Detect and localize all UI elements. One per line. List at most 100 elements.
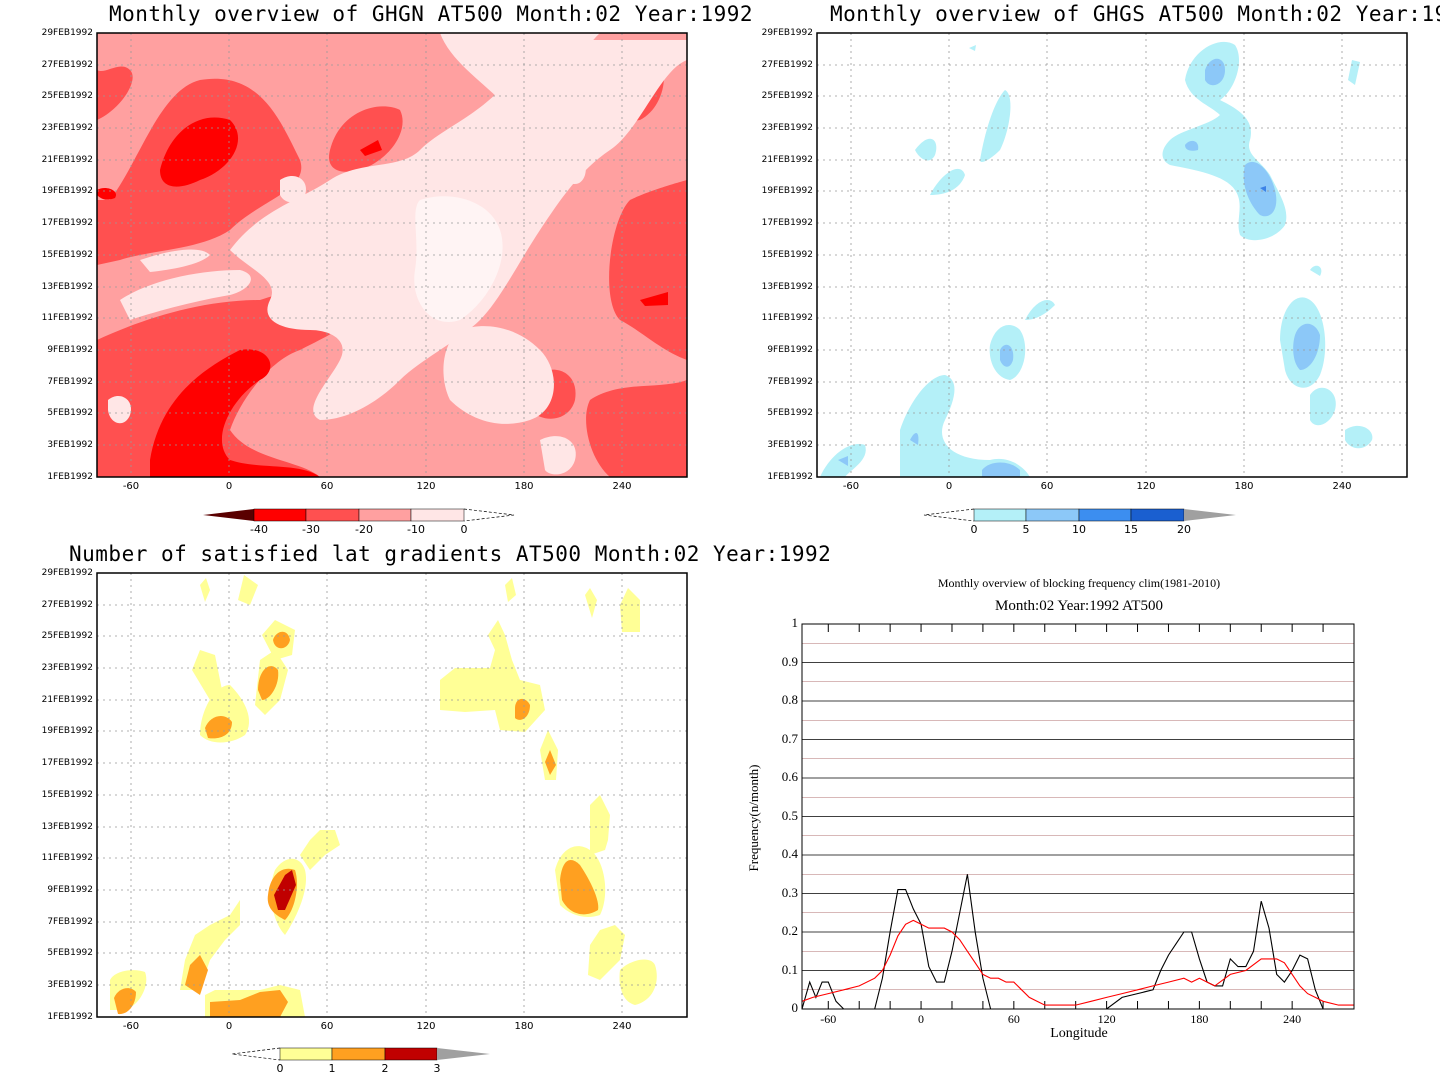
x-tick: -60 xyxy=(122,1021,140,1032)
y-tick: 29FEB1992 xyxy=(761,28,813,38)
x-tick: 240 xyxy=(1332,481,1352,492)
axis-ticks xyxy=(827,624,1324,1009)
y-tick-label: 0.2 xyxy=(781,923,798,938)
y-tick-label: 1 xyxy=(791,615,799,630)
y-tick: 1FEB1992 xyxy=(47,1012,93,1022)
y-tick: 19FEB1992 xyxy=(41,726,93,736)
colorbar-ghgs xyxy=(923,508,1236,522)
x-tick: 0 xyxy=(225,481,233,492)
colorbar-label: 20 xyxy=(1177,523,1191,536)
y-tick: 3FEB1992 xyxy=(47,440,93,450)
y-tick: 19FEB1992 xyxy=(761,186,813,196)
y-tick: 15FEB1992 xyxy=(761,250,813,260)
y-tick: 23FEB1992 xyxy=(41,123,93,133)
gradients-map xyxy=(96,572,688,1061)
x-tick: 180 xyxy=(514,1021,534,1032)
y-tick: 27FEB1992 xyxy=(761,60,813,70)
grid xyxy=(97,33,687,477)
panel-ghgs: Monthly overview of GHGS AT500 Month:02 … xyxy=(720,0,1440,545)
x-tick-label: 180 xyxy=(1190,1012,1209,1026)
ghgs-map xyxy=(816,32,1408,522)
colorbar-label: 5 xyxy=(1022,523,1030,536)
y-tick: 9FEB1992 xyxy=(47,885,93,895)
x-tick: -60 xyxy=(122,481,140,492)
colorbar-label: 1 xyxy=(328,1062,336,1075)
plot-frame xyxy=(816,32,1408,478)
y-tick: 15FEB1992 xyxy=(41,250,93,260)
y-tick: 25FEB1992 xyxy=(41,91,93,101)
y-tick-label: 0 xyxy=(791,1000,799,1015)
y-tick: 3FEB1992 xyxy=(767,440,813,450)
line-chart-subtitle: Month:02 Year:1992 AT500 xyxy=(995,598,1163,614)
y-tick: 9FEB1992 xyxy=(767,345,813,355)
y-tick: 1FEB1992 xyxy=(47,472,93,482)
ghgn-map xyxy=(96,32,688,522)
y-tick: 5FEB1992 xyxy=(47,408,93,418)
y-tick: 27FEB1992 xyxy=(41,600,93,610)
y-tick: 9FEB1992 xyxy=(47,345,93,355)
panel-blocking-frequency: Monthly overview of blocking frequency c… xyxy=(720,540,1440,1091)
x-tick-label: 0 xyxy=(918,1012,925,1026)
colorbar-label: 10 xyxy=(1072,523,1086,536)
y-tick: 13FEB1992 xyxy=(41,822,93,832)
colorbar-label: 15 xyxy=(1124,523,1138,536)
y-tick: 21FEB1992 xyxy=(41,695,93,705)
gridlines xyxy=(802,642,1354,991)
y-tick: 7FEB1992 xyxy=(47,377,93,387)
x-tick-label: -60 xyxy=(820,1012,837,1026)
colorbar-label: 0 xyxy=(970,523,978,536)
y-tick: 29FEB1992 xyxy=(41,28,93,38)
colorbar-label: -20 xyxy=(355,523,373,536)
y-tick: 3FEB1992 xyxy=(47,980,93,990)
plot-frame xyxy=(96,572,688,1018)
y-tick-label: 0.3 xyxy=(781,884,798,900)
panel-lat-gradients: Number of satisfied lat gradients AT500 … xyxy=(0,540,831,1091)
x-tick-label: 120 xyxy=(1097,1012,1116,1026)
y-tick: 5FEB1992 xyxy=(47,948,93,958)
plot-frame xyxy=(96,32,688,478)
grid xyxy=(817,33,1407,477)
y-tick: 27FEB1992 xyxy=(41,60,93,70)
colorbar-label: -30 xyxy=(302,523,320,536)
y-tick: 21FEB1992 xyxy=(761,155,813,165)
line-chart-title: Monthly overview of blocking frequency c… xyxy=(937,576,1221,590)
y-tick: 21FEB1992 xyxy=(41,155,93,165)
y-tick-label: 0.9 xyxy=(781,653,798,669)
x-tick: 120 xyxy=(416,481,436,492)
series-lines xyxy=(801,874,1354,1010)
series-line xyxy=(801,919,1354,1006)
grid xyxy=(97,573,687,1017)
y-tick: 17FEB1992 xyxy=(761,218,813,228)
y-tick: 11FEB1992 xyxy=(41,313,93,323)
y-tick: 17FEB1992 xyxy=(41,218,93,228)
x-axis-title: Longitude xyxy=(1050,1026,1108,1041)
x-tick: 180 xyxy=(1234,481,1254,492)
y-tick: 11FEB1992 xyxy=(41,853,93,863)
y-tick: 7FEB1992 xyxy=(47,917,93,927)
plot-frame xyxy=(801,623,1355,1010)
y-tick: 23FEB1992 xyxy=(761,123,813,133)
x-tick: 60 xyxy=(1040,481,1054,492)
x-tick: 180 xyxy=(514,481,534,492)
y-tick: 13FEB1992 xyxy=(41,282,93,292)
y-tick: 15FEB1992 xyxy=(41,790,93,800)
y-tick: 19FEB1992 xyxy=(41,186,93,196)
y-tick-label: 0.7 xyxy=(781,730,798,746)
y-tick: 17FEB1992 xyxy=(41,758,93,768)
colorbar-label: 0 xyxy=(276,1062,284,1075)
y-tick-label: 0.4 xyxy=(781,846,798,861)
x-tick: 120 xyxy=(416,1021,436,1032)
panel-ghgn: Monthly overview of GHGN AT500 Month:02 … xyxy=(0,0,753,545)
y-tick: 29FEB1992 xyxy=(41,568,93,578)
y-tick-label: 0.6 xyxy=(781,769,798,784)
x-tick: 60 xyxy=(320,481,334,492)
y-tick: 23FEB1992 xyxy=(41,663,93,673)
y-axis-title: Frequency(n/month) xyxy=(746,764,761,872)
y-tick: 11FEB1992 xyxy=(761,313,813,323)
y-tick: 25FEB1992 xyxy=(761,91,813,101)
panel-title: Monthly overview of GHGN AT500 Month:02 … xyxy=(109,2,754,26)
colorbar-ghgn xyxy=(203,508,515,522)
colorbar-label: 0 xyxy=(460,523,468,536)
colorbar-label: -10 xyxy=(407,523,425,536)
series-line xyxy=(801,874,1354,1010)
